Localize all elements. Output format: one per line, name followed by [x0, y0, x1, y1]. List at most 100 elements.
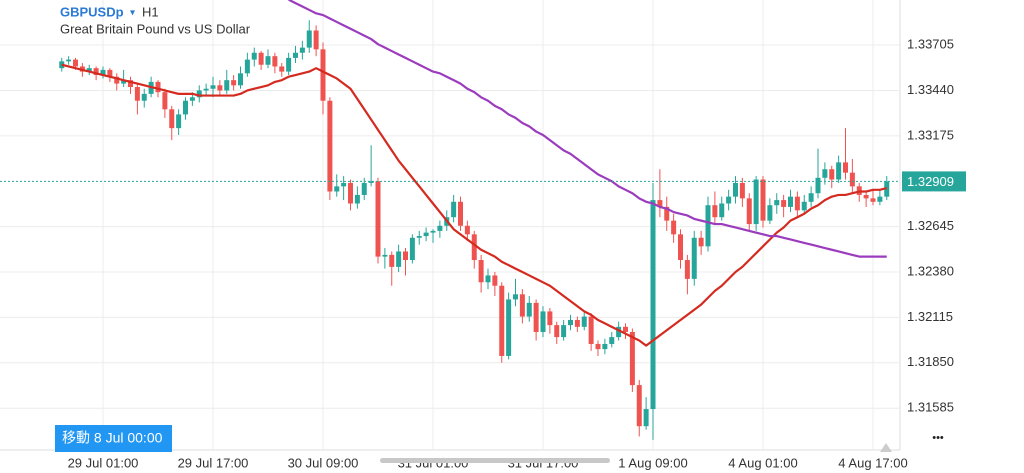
candle-body: [423, 232, 429, 237]
candle-body: [320, 49, 326, 101]
candle-body: [66, 59, 72, 62]
y-tick-label: 1.32115: [907, 309, 953, 324]
candle-body: [616, 326, 622, 338]
candle-body: [196, 90, 202, 98]
candle-body: [238, 73, 243, 86]
plot: [0, 0, 900, 440]
y-tick-label: 1.32645: [907, 218, 954, 233]
candle-body: [464, 225, 470, 235]
candle-body: [636, 385, 642, 427]
candle-body: [581, 316, 587, 327]
candle-body: [547, 311, 553, 326]
candle-body: [354, 194, 360, 204]
x-tick-label: 4 Aug 01:00: [728, 455, 797, 470]
candle-body: [602, 343, 608, 350]
candle-body: [609, 337, 615, 344]
candle-body: [650, 200, 656, 410]
y-tick-label: 1.33705: [907, 36, 954, 51]
candle-body: [478, 260, 484, 283]
candle-body: [183, 100, 188, 115]
candle-body: [781, 200, 787, 207]
candle-body: [568, 319, 573, 326]
candle-body: [251, 52, 257, 60]
candle-body: [231, 80, 237, 86]
candle-body: [526, 302, 532, 317]
candle-body: [801, 201, 807, 211]
moving-average-line: [288, 0, 887, 258]
candle-body: [691, 237, 697, 279]
candle-body: [788, 196, 793, 207]
candle-body: [155, 81, 161, 93]
candle-body: [334, 186, 340, 192]
candle-body: [877, 196, 883, 202]
candle-body: [554, 325, 560, 338]
candle-body: [293, 52, 298, 58]
candle-body: [451, 201, 457, 218]
candle-body: [849, 172, 855, 187]
candle-body: [698, 237, 704, 247]
candle-body: [870, 198, 876, 202]
candle-body: [375, 181, 381, 257]
candle-body: [843, 162, 848, 173]
candle-body: [643, 409, 649, 427]
candle-body: [114, 76, 120, 84]
candle-body: [169, 109, 175, 129]
candle-body: [458, 201, 463, 226]
candle-body: [403, 251, 408, 261]
candle-body: [306, 30, 312, 48]
candle-body: [210, 85, 216, 89]
candle-body: [492, 275, 498, 286]
candle-body: [760, 179, 766, 221]
candle-body: [767, 205, 773, 221]
candle-body: [836, 162, 842, 180]
candle-body: [189, 97, 195, 101]
candle-body: [272, 56, 278, 67]
dropdown[interactable]: ▾: [130, 8, 135, 19]
candle-body: [100, 69, 106, 76]
candle-body: [719, 203, 725, 218]
x-tick-label: 29 Jul 17:00: [178, 455, 249, 470]
candle-body: [327, 100, 333, 192]
candle-body: [815, 177, 821, 194]
candle-body: [341, 182, 347, 187]
candle-body: [176, 114, 182, 129]
candle-body: [657, 200, 663, 207]
candle-body: [829, 169, 835, 180]
candle-body: [712, 205, 718, 218]
candle-body: [313, 30, 319, 50]
candle-body: [203, 88, 209, 91]
candle-body: [93, 68, 99, 76]
candle-body: [678, 234, 683, 261]
menu-button[interactable]: •••: [932, 432, 944, 444]
candle-body: [437, 225, 443, 231]
candle-body: [217, 85, 223, 91]
candle-body: [808, 193, 814, 202]
candle-body: [128, 80, 133, 88]
candle-body: [794, 196, 800, 211]
candle-body: [471, 234, 477, 261]
candle-body: [513, 294, 518, 300]
candle-body: [623, 326, 628, 332]
candle-body: [664, 206, 670, 221]
candle-body: [279, 66, 285, 72]
candle-body: [134, 87, 140, 101]
candle-body: [595, 343, 601, 350]
candle-body: [822, 169, 828, 178]
candle-body: [409, 237, 415, 261]
candle-body: [629, 331, 635, 386]
symbol[interactable]: GBPUSDp: [60, 4, 124, 19]
candle-body: [265, 56, 271, 65]
y-tick-label: 1.33175: [907, 127, 954, 142]
candle-body: [684, 260, 690, 279]
candle-body: [368, 181, 374, 183]
x-tick-label: 29 Jul 01:00: [68, 455, 139, 470]
candle-body: [430, 230, 436, 233]
scrollbar[interactable]: [380, 458, 610, 463]
candle-body: [519, 294, 525, 317]
x-tick-label: 4 Aug 17:00: [838, 455, 907, 470]
timeframe[interactable]: H1: [142, 4, 159, 19]
candle-body: [258, 52, 264, 65]
candle-body: [73, 59, 78, 67]
candle-body: [746, 198, 752, 225]
